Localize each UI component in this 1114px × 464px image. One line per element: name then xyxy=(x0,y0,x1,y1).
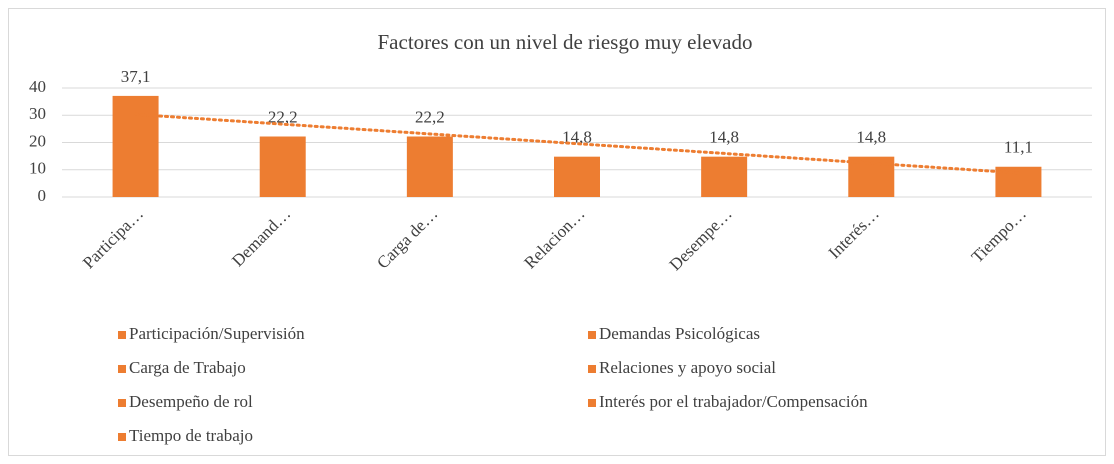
value-label: 37,1 xyxy=(121,67,151,86)
legend-label: Interés por el trabajador/Compensación xyxy=(599,392,868,411)
value-label: 22,2 xyxy=(268,107,298,126)
legend-swatch xyxy=(588,365,596,373)
bar xyxy=(259,136,306,197)
value-label: 14,8 xyxy=(856,128,886,147)
legend-label: Demandas Psicológicas xyxy=(599,324,760,343)
y-tick-label: 20 xyxy=(29,131,46,150)
y-tick-label: 10 xyxy=(29,159,46,178)
legend-swatch xyxy=(588,331,596,339)
chart-border xyxy=(8,8,1106,456)
value-label: 14,8 xyxy=(562,128,592,147)
legend-label: Participación/Supervisión xyxy=(129,324,305,343)
trendline xyxy=(134,112,1020,175)
bar xyxy=(701,156,748,197)
bar xyxy=(406,136,453,197)
legend-swatch xyxy=(118,365,126,373)
legend-swatch xyxy=(118,433,126,441)
bar xyxy=(554,156,600,197)
chart-title: Factores con un nivel de riesgo muy elev… xyxy=(378,30,753,54)
value-label: 14,8 xyxy=(709,128,739,147)
legend-swatch xyxy=(118,331,126,339)
value-label: 11,1 xyxy=(1004,138,1033,157)
value-label: 22,2 xyxy=(415,107,445,126)
y-tick-label: 30 xyxy=(29,104,46,123)
legend-swatch xyxy=(588,399,596,407)
legend-swatch xyxy=(118,399,126,407)
legend-label: Relaciones y apoyo social xyxy=(599,358,776,377)
legend-label: Tiempo de trabajo xyxy=(129,426,253,445)
legend-label: Desempeño de rol xyxy=(129,392,253,411)
y-tick-label: 40 xyxy=(29,77,46,96)
bar xyxy=(112,95,159,197)
legend-label: Carga de Trabajo xyxy=(129,358,246,377)
y-tick-label: 0 xyxy=(38,186,47,205)
